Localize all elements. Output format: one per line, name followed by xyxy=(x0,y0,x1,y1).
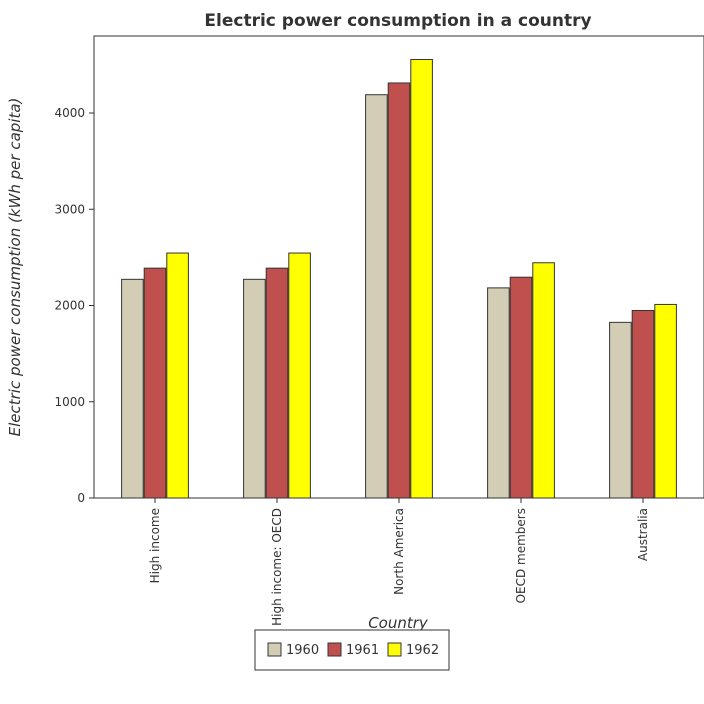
bar-1962-australia xyxy=(654,303,677,499)
bar-1962-oecd-members xyxy=(532,262,555,499)
x-tick-label: OECD members xyxy=(514,508,528,603)
bar-1961-north-america xyxy=(387,82,411,499)
legend-swatch-1960 xyxy=(267,642,282,657)
x-axis: High income High income: OECD North Americ… xyxy=(148,498,650,626)
legend-label-1961: 1961 xyxy=(346,643,379,658)
legend-label-1962: 1962 xyxy=(406,643,439,658)
y-tick-label: 1000 xyxy=(54,395,85,409)
bar-1962-high-income xyxy=(166,252,189,499)
bar-1961-oecd-members xyxy=(509,276,533,499)
y-tick-label: 3000 xyxy=(54,202,85,216)
legend-label-1960: 1960 xyxy=(286,643,319,658)
bar-1960-north-america xyxy=(365,94,388,499)
y-tick-label: 2000 xyxy=(54,299,85,313)
x-axis-label: Country xyxy=(368,614,429,632)
y-tick-label: 0 xyxy=(77,491,85,505)
y-axis-label: Electric power consumption (kWh per capi… xyxy=(6,98,24,437)
x-tick-label: Australia xyxy=(636,508,650,561)
bar-1961-high-income-oecd xyxy=(265,267,289,499)
y-tick-label: 4000 xyxy=(54,106,85,120)
x-tick-label: North America xyxy=(392,508,406,595)
bar-1960-australia xyxy=(609,321,632,499)
bar-1960-high-income xyxy=(121,278,144,499)
bar-1962-north-america xyxy=(410,58,433,499)
bar-1960-oecd-members xyxy=(487,287,510,499)
bar-1961-australia xyxy=(631,310,655,499)
x-tick-label: High income xyxy=(148,508,162,583)
bar-1962-high-income-oecd xyxy=(288,252,311,499)
legend-swatch-1961 xyxy=(327,642,342,657)
bar-1961-high-income xyxy=(143,267,167,499)
y-axis: 0 1000 2000 3000 4000 xyxy=(54,106,94,505)
legend-swatch-1962 xyxy=(387,642,402,657)
chart-title: Electric power consumption in a country xyxy=(204,11,591,31)
bars xyxy=(121,58,677,499)
legend: 1960 1961 1962 xyxy=(254,629,450,671)
x-tick-label: High income: OECD xyxy=(270,508,284,626)
legend-box xyxy=(254,629,450,671)
bar-1960-high-income-oecd xyxy=(243,278,266,499)
